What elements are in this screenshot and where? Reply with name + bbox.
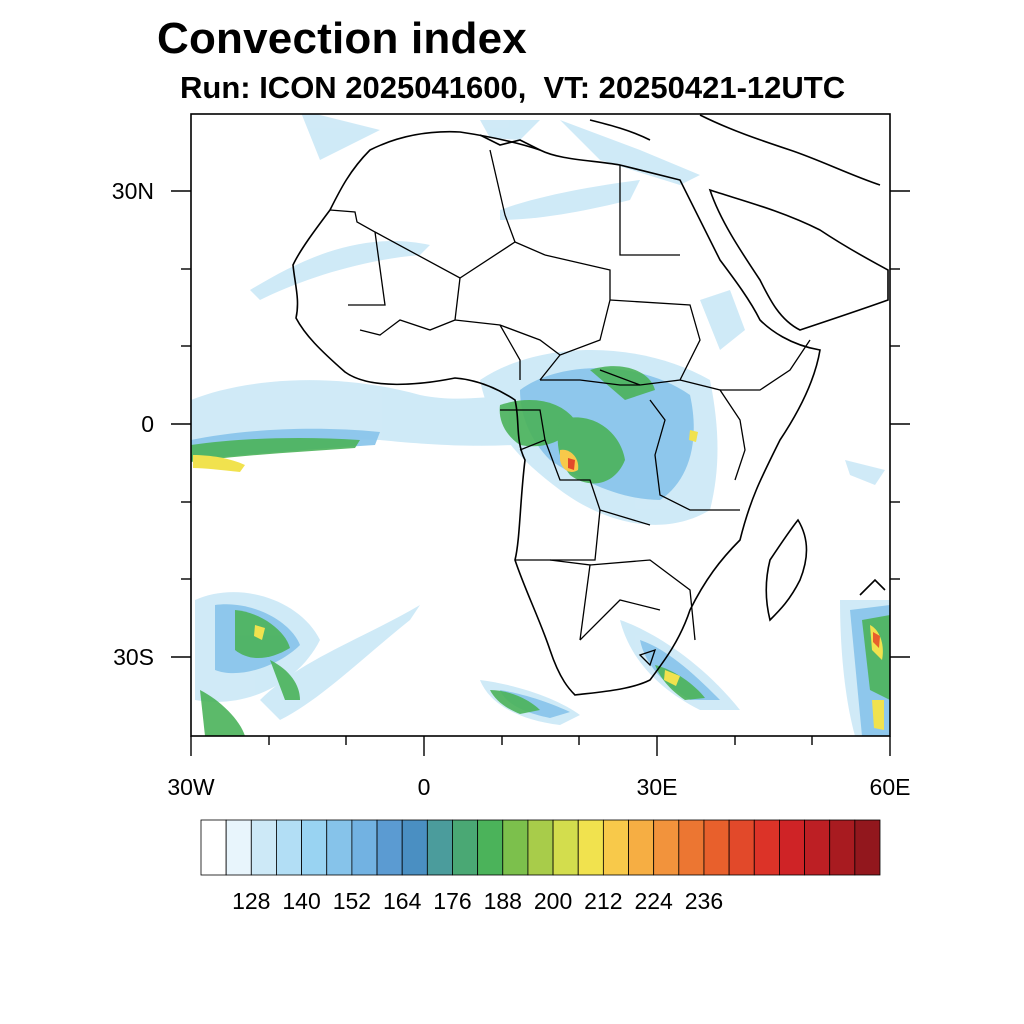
colorbar-label: 236	[684, 888, 724, 914]
colorbar-cell	[326, 819, 353, 876]
colorbar-label: 176	[433, 888, 472, 914]
colorbar-cell	[452, 819, 479, 876]
colorbar-cell	[502, 819, 529, 876]
colorbar-cell	[602, 819, 629, 876]
colorbar-cell	[678, 819, 705, 876]
chart-title: Convection index	[157, 14, 527, 63]
coastlines-borders	[292, 114, 889, 696]
colorbar-cell	[653, 819, 680, 876]
lat-label-30n: 30N	[111, 178, 154, 204]
lon-label-60e: 60E	[869, 774, 911, 800]
colorbar-cell	[753, 819, 780, 876]
lon-label-0: 0	[417, 774, 431, 800]
colorbar-cell	[426, 819, 453, 876]
colorbar-cell	[401, 819, 428, 876]
axis-ticks	[171, 190, 910, 756]
colorbar-cell	[854, 819, 881, 876]
lat-label-30s: 30S	[113, 644, 154, 670]
lon-label-30e: 30E	[636, 774, 678, 800]
colorbar-label: 164	[382, 888, 422, 914]
colorbar-cell	[276, 819, 302, 876]
colorbar-label: 152	[332, 888, 372, 914]
lat-label-0: 0	[141, 411, 154, 437]
colorbar-cell	[351, 819, 378, 876]
colorbar-cell	[804, 819, 831, 876]
country-borders	[329, 149, 811, 667]
colorbar-cell	[200, 819, 227, 876]
colorbar-cell	[527, 819, 554, 876]
colorbar-cell	[552, 819, 579, 876]
colorbar-label: 224	[634, 888, 673, 914]
colorbar-cell	[628, 819, 655, 876]
colorbar-label: 140	[282, 888, 321, 914]
colorbar-cell	[376, 819, 403, 876]
colorbar-label: 128	[232, 888, 271, 914]
colorbar	[200, 819, 881, 876]
colorbar-cell	[703, 819, 730, 876]
map-frame	[190, 113, 891, 737]
colorbar-cell	[829, 819, 856, 876]
colorbar-label: 200	[533, 888, 573, 914]
colorbar-cell	[477, 819, 504, 876]
colorbar-label: 188	[483, 888, 522, 914]
colorbar-label: 212	[584, 888, 623, 914]
colorbar-cell	[301, 819, 328, 876]
colorbar-cell	[779, 819, 805, 876]
lon-label-30w: 30W	[167, 774, 215, 800]
colorbar-cell	[225, 819, 252, 876]
chart-subtitle: Run: ICON 2025041600, VT: 20250421-12UTC	[180, 70, 846, 105]
colorbar-cell	[577, 819, 604, 876]
colorbar-cell	[250, 819, 277, 876]
colorbar-cell	[728, 819, 755, 876]
convection-field	[191, 114, 890, 736]
